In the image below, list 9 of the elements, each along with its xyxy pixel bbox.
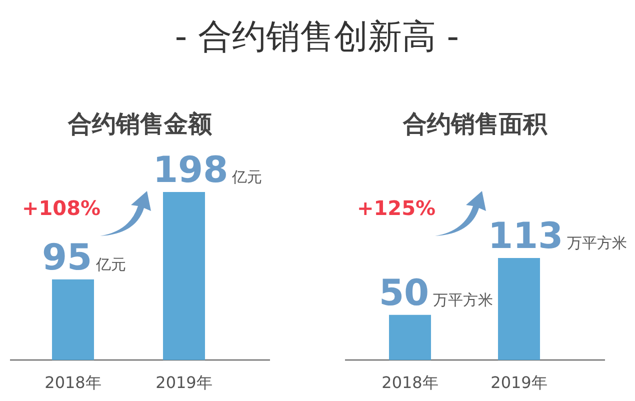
chart-title: - 合约销售创新高 -: [174, 17, 460, 57]
x-tick-label: 2018年: [44, 373, 102, 392]
x-tick-label: 2019年: [490, 373, 548, 392]
x-tick-label: 2018年: [382, 373, 438, 392]
chart-subtitle: 合约销售金额: [67, 110, 213, 138]
x-tick-label: 2019年: [156, 373, 212, 392]
chart-subtitle: 合约销售面积: [402, 110, 548, 138]
annotation: +108%: [22, 196, 101, 220]
text: +125%: [357, 196, 436, 220]
